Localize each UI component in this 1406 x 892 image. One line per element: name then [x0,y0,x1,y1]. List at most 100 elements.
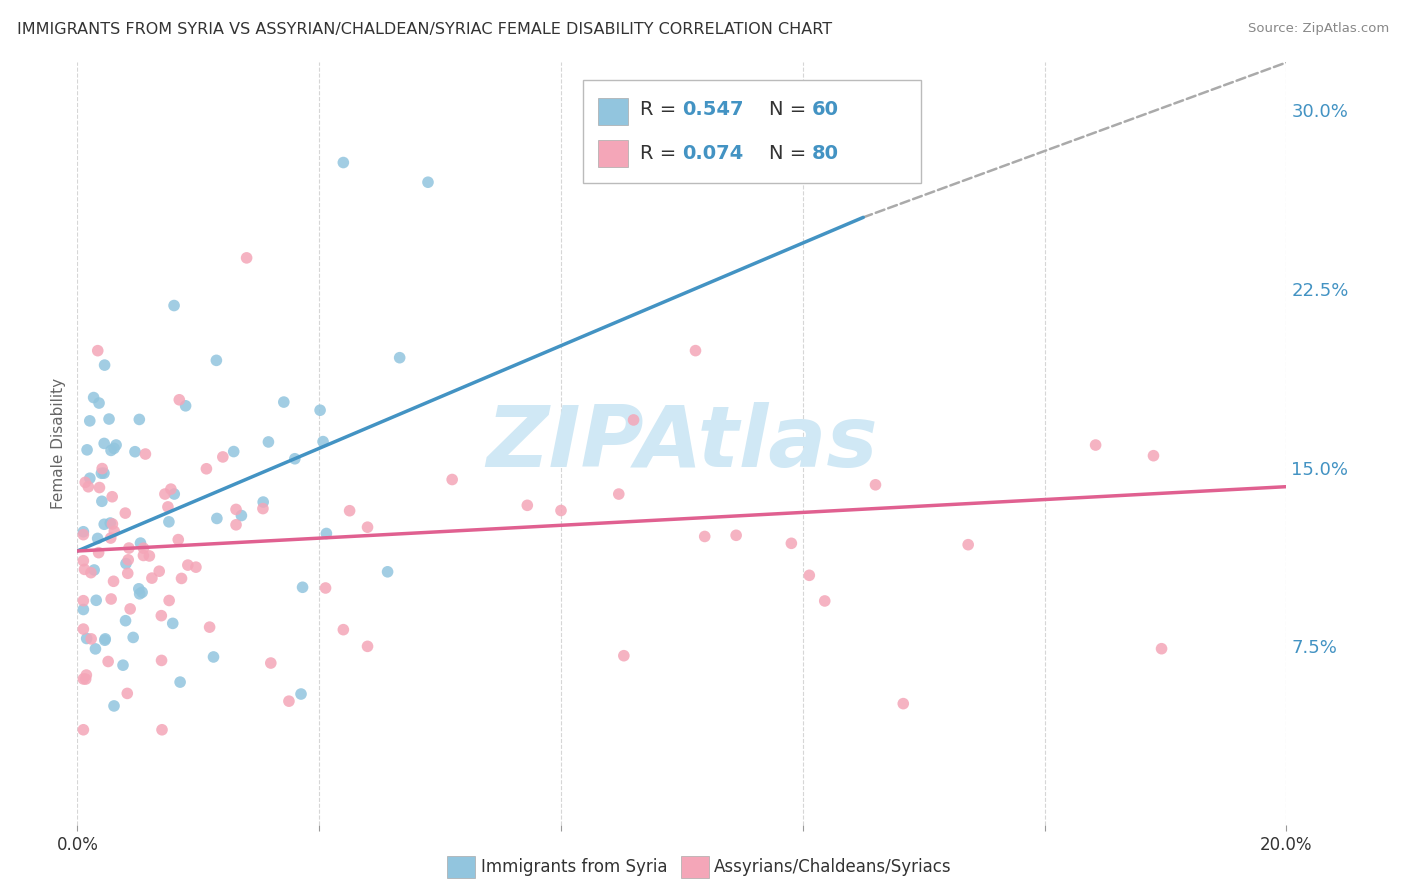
Point [252,501,274,516]
Point [129,536,152,550]
Point [174,399,197,413]
Point [799,568,821,582]
Point [72,723,94,737]
Point [231,508,253,523]
Point [80,632,103,646]
Point [257,434,280,449]
Point [93,358,115,372]
Text: IMMIGRANTS FROM SYRIA VS ASSYRIAN/CHALDEAN/SYRIAC FEMALE DISABILITY CORRELATION : IMMIGRANTS FROM SYRIA VS ASSYRIAN/CHALDE… [17,22,832,37]
Point [273,395,295,409]
Text: Source: ZipAtlas.com: Source: ZipAtlas.com [1249,22,1389,36]
Point [100,531,122,545]
Point [184,560,207,574]
Point [252,495,274,509]
Point [103,574,125,589]
Point [87,546,110,560]
Point [162,616,184,631]
Point [222,444,245,458]
Point [72,527,94,541]
Point [150,608,173,623]
Point [260,656,283,670]
Text: Assyrians/Chaldeans/Syriacs: Assyrians/Chaldeans/Syriacs [714,858,952,876]
Point [416,175,439,189]
Point [725,528,748,542]
Point [205,353,228,368]
Point [780,536,803,550]
Point [90,494,112,508]
Point [90,467,112,481]
Point [312,434,335,449]
Point [202,650,225,665]
Point [87,396,110,410]
Point [865,477,887,491]
Point [516,499,538,513]
Point [101,516,124,531]
Point [75,668,97,682]
Point [315,581,337,595]
Point [117,686,139,700]
Point [163,487,186,501]
Point [1142,449,1164,463]
Point [225,517,247,532]
Point [89,481,111,495]
Point [128,582,150,596]
Point [1084,438,1107,452]
Point [1150,641,1173,656]
Point [103,698,125,713]
Point [167,533,190,547]
Point [131,585,153,599]
Point [94,633,117,648]
Point [84,593,107,607]
Point [75,475,97,490]
Text: R =: R = [640,144,682,163]
Point [170,571,193,585]
Point [117,566,139,581]
Text: 60: 60 [811,100,838,120]
Point [153,487,176,501]
Point [160,482,183,496]
Point [93,436,115,450]
Point [84,641,107,656]
Point [550,503,572,517]
Point [101,490,124,504]
Point [117,553,139,567]
Point [72,524,94,539]
Point [72,554,94,568]
Point [613,648,636,663]
Point [124,444,146,458]
Point [141,571,163,585]
Point [150,653,173,667]
Point [100,592,122,607]
Point [72,593,94,607]
Point [98,516,121,530]
Point [309,403,332,417]
Point [957,538,980,552]
Point [94,632,117,646]
Text: N =: N = [769,100,813,120]
Point [122,631,145,645]
Point [103,524,125,539]
Point [114,614,136,628]
Point [115,557,138,571]
Point [75,672,97,686]
Point [157,515,180,529]
Point [623,413,645,427]
Point [157,593,180,607]
Point [72,602,94,616]
Point [693,529,716,543]
Point [148,564,170,578]
Point [87,343,110,358]
Point [111,658,134,673]
Text: 80: 80 [811,144,838,163]
Point [83,563,105,577]
Point [607,487,630,501]
Point [118,541,141,555]
Point [339,504,361,518]
Point [198,620,221,634]
Point [332,155,354,169]
Text: ZIPAtlas: ZIPAtlas [486,402,877,485]
Point [814,594,837,608]
Point [441,473,464,487]
Point [105,438,128,452]
Point [77,480,100,494]
